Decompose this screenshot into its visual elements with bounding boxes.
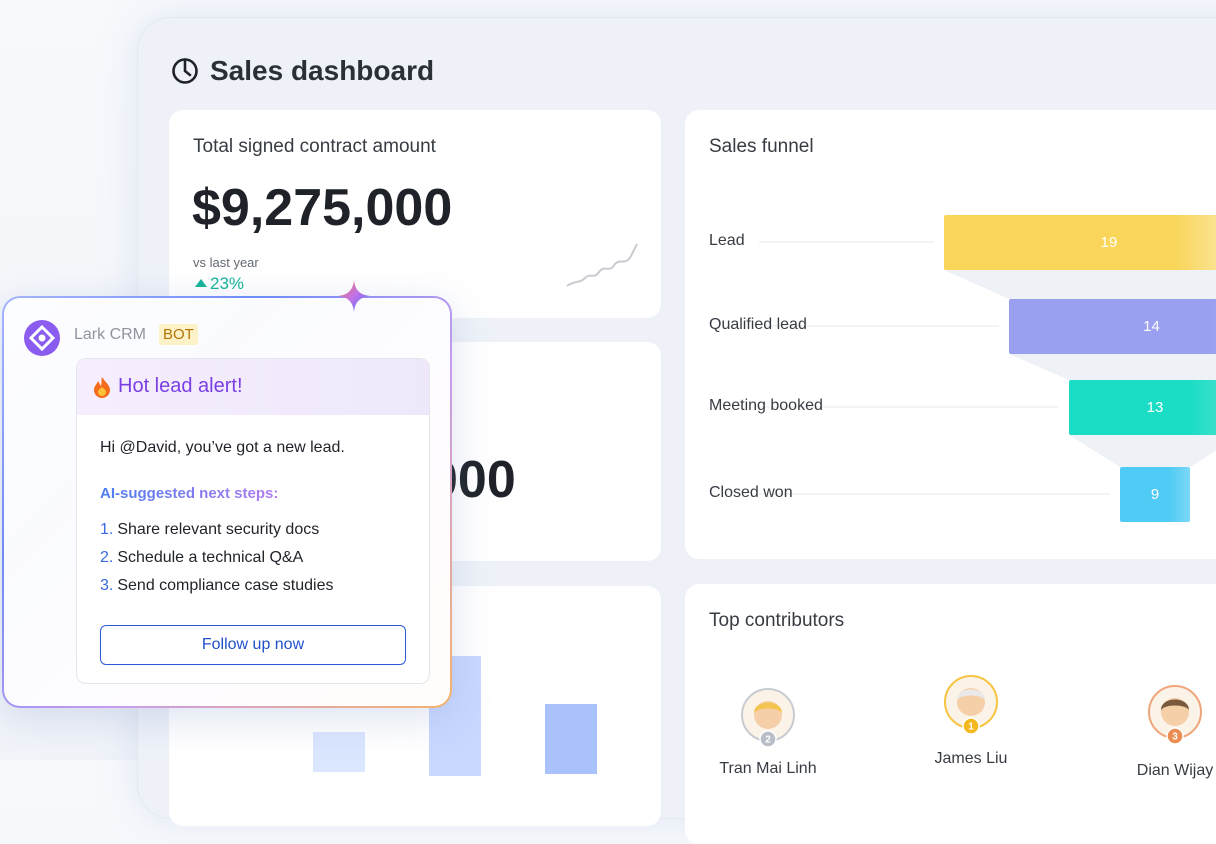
contract-card: Total signed contract amount $9,275,000 … [169, 110, 661, 318]
up-arrow [195, 279, 207, 287]
bot-card-body: Lark CRM BOT Hot lead alert! Hi @David, … [4, 298, 450, 706]
follow-up-button[interactable]: Follow up now [100, 625, 406, 665]
stage-value: 9 [1151, 486, 1159, 503]
step: 2. Schedule a technical Q&A [100, 549, 303, 567]
funnel-bar [1069, 380, 1216, 435]
stage-value: 19 [1101, 234, 1118, 251]
contributor-name: James Liu [934, 750, 1008, 767]
rank: 3 [1172, 732, 1178, 743]
app-icon [24, 320, 60, 356]
step-text: Send compliance case studies [117, 577, 334, 594]
bot-card: Lark CRM BOT Hot lead alert! Hi @David, … [2, 296, 452, 708]
step-number: 3. [100, 577, 114, 594]
hair [1161, 699, 1189, 710]
stage-value: 13 [1147, 399, 1164, 416]
timer-icon [172, 58, 198, 84]
stage-label: Lead [709, 232, 745, 249]
rank-badge [962, 717, 980, 735]
stage-value: 14 [1143, 318, 1160, 335]
comparison-label: vs last year [193, 255, 259, 270]
page: Sales dashboard Total signed contract am… [0, 0, 1216, 819]
step: 3. Send compliance case studies [100, 577, 333, 595]
card-title: Sales funnel [709, 136, 814, 157]
message-card: Hot lead alert! Hi @David, you’ve got a … [76, 358, 430, 684]
hair [957, 689, 985, 700]
funnel-chart: Lead 19 Qualified lead 14 Meeting booked 13 Cl… [709, 215, 1216, 522]
hair [754, 702, 782, 713]
dashboard-title: Sales dashboard [210, 55, 435, 86]
steps-heading: AI-suggested next steps: [100, 485, 279, 502]
rank-badge [759, 730, 777, 748]
avatar: 2 [741, 688, 795, 748]
card-title: Top contributors [709, 610, 845, 631]
amount: $9,275,000 [192, 179, 453, 237]
message-header: Hot lead alert! [77, 359, 429, 415]
step-number: 1. [100, 521, 114, 538]
bar [545, 704, 597, 774]
funnel-connector [1009, 354, 1216, 380]
funnel-bar [1009, 299, 1216, 354]
step: 1. Share relevant security docs [100, 521, 319, 539]
alert-title: Hot lead alert! [118, 375, 243, 397]
funnel-card: Sales funnel Lead 19 Qualified lead 14 Meeti… [685, 110, 1216, 559]
change: 23% [210, 274, 245, 293]
bar [313, 732, 365, 772]
bot-badge: BOT [159, 324, 198, 345]
card-title: Total signed contract amount [193, 136, 436, 157]
step-text: Share relevant security docs [117, 521, 320, 538]
funnel-bar [1120, 467, 1190, 522]
fire-icon [94, 377, 110, 398]
step-text: Schedule a technical Q&A [117, 549, 304, 566]
funnel-bar [944, 215, 1216, 270]
avatar: 1 [944, 675, 998, 735]
contributors-card: Top contributors 2 Tran Mai Linh 1 James Li… [685, 584, 1216, 844]
avatar: 3 [1148, 685, 1202, 745]
contributor-name: Dian Wijay [1136, 762, 1214, 779]
contributor-name: Tran Mai Linh [719, 760, 817, 777]
rank: 2 [765, 735, 771, 746]
app-name: Lark CRM [74, 326, 147, 343]
funnel-connector [1069, 435, 1216, 467]
greeting: Hi @David, you’ve got a new lead. [100, 439, 345, 456]
sparkline [566, 243, 638, 287]
sparkle-icon [338, 280, 370, 312]
stage-label: Qualified lead [709, 316, 807, 333]
funnel-connector [944, 270, 1216, 299]
rank: 1 [968, 722, 974, 733]
stage-label: Closed won [709, 484, 793, 501]
stage-label: Meeting booked [709, 397, 823, 414]
step-number: 2. [100, 549, 114, 566]
rank-badge [1166, 727, 1184, 745]
